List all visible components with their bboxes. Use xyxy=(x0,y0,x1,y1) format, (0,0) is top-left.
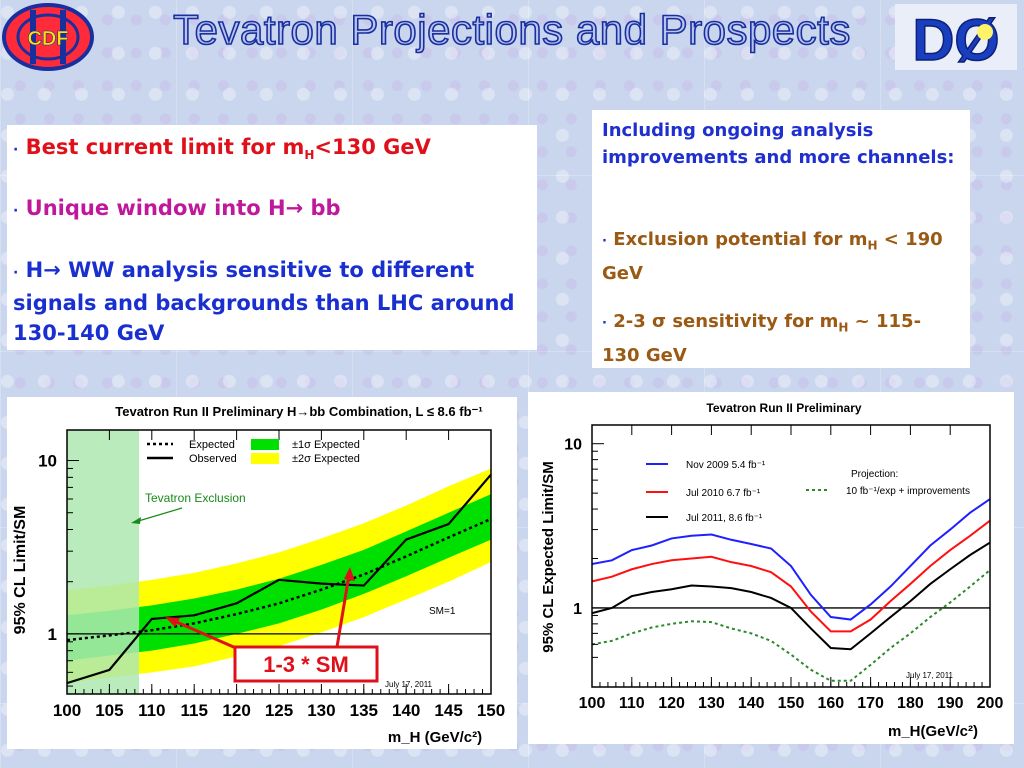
plot-area xyxy=(592,498,990,682)
d0-logo: DØ xyxy=(895,4,1017,72)
hww-text: H→ WW analysis sensitive to different si… xyxy=(13,258,515,345)
chart1-title: Tevatron Run II Preliminary H→bb Combina… xyxy=(115,404,482,419)
projection-line xyxy=(592,569,990,682)
x-tick-label: 200 xyxy=(977,695,1004,712)
chart1-ylabel: 95% CL Limit/SM xyxy=(12,506,29,635)
chart1-date: July 17, 2011 xyxy=(385,680,433,689)
sm-line-label: SM=1 xyxy=(429,606,456,617)
observed-line xyxy=(67,473,491,685)
expected-line xyxy=(67,517,491,642)
legend-1sigma-swatch xyxy=(251,439,279,450)
x-tick-label: 115 xyxy=(180,701,207,720)
y-tick-label: 1 xyxy=(48,625,57,644)
legend-projection-label: 10 fb⁻¹/exp + improvements xyxy=(846,486,970,497)
legend-1sigma-label: ±1σ Expected xyxy=(292,439,360,451)
x-tick-label: 125 xyxy=(265,701,293,720)
x-tick-label: 190 xyxy=(937,695,964,712)
x-tick-label: 180 xyxy=(897,695,924,712)
exclusion-annotation: Tevatron Exclusion xyxy=(145,491,246,505)
legend-jul2011-label: Jul 2011, 8.6 fb⁻¹ xyxy=(686,513,763,524)
bullet-hww: · H→ WW analysis sensitive to different … xyxy=(13,255,528,348)
right-text-box: Including ongoing analysis improvements … xyxy=(592,110,970,368)
legend-2sigma-label: ±2σ Expected xyxy=(292,453,360,465)
x-tick-label: 140 xyxy=(392,701,420,720)
callout-arrowhead-left xyxy=(165,617,180,627)
x-tick-label: 130 xyxy=(698,695,725,712)
bullet-sensitivity: · 2-3 σ sensitivity for mH ~ 115-130 GeV xyxy=(602,308,932,369)
page-title: Tevatron Projections and Prospects xyxy=(172,5,851,54)
legend-expected-label: Expected xyxy=(189,439,235,451)
expected-limit-svg: Tevatron Run II Preliminary 100 110 120 130… xyxy=(540,401,1004,740)
bullet-icon: · xyxy=(13,142,19,158)
chart2-xlabel: m_H(GeV/c²) xyxy=(888,723,978,740)
x-tick-label: 100 xyxy=(53,701,81,720)
bullet-icon: · xyxy=(602,316,607,331)
starburst-icon xyxy=(977,24,993,40)
chart2-ylabel: 95% CL Expected Limit/SM xyxy=(540,461,557,652)
sigma-symbol: σ xyxy=(652,311,667,332)
improvements-intro: Including ongoing analysis improvements … xyxy=(602,120,955,168)
y-tick-label: 10 xyxy=(38,452,57,471)
bullet-exclusion-potential: · Exclusion potential for mH < 190 GeV xyxy=(602,226,962,287)
x-tick-label: 100 xyxy=(579,695,606,712)
expected-limit-chart: Tevatron Run II Preliminary 100 110 120 130… xyxy=(528,392,1014,744)
x-tick-label: 170 xyxy=(857,695,884,712)
exclusion-arrow xyxy=(134,507,183,523)
x-tick-label: 105 xyxy=(95,701,123,720)
x-tick-label: 140 xyxy=(738,695,765,712)
legend-2sigma-swatch xyxy=(251,453,279,464)
best-limit-sub: H xyxy=(304,148,315,163)
legend-observed-label: Observed xyxy=(189,453,237,465)
bullet-unique-window: · Unique window into H→ bb xyxy=(13,193,341,226)
exclusion-sub: H xyxy=(867,238,878,253)
bullet-icon: · xyxy=(13,265,19,281)
d0-logo-text: DØ xyxy=(913,8,1000,72)
callout-arrowhead-right xyxy=(344,567,355,581)
projection-heading: Projection: xyxy=(851,469,898,480)
hbb-chart-svg: Tevatron Run II Preliminary H→bb Combina… xyxy=(12,404,505,746)
jul2011-line xyxy=(592,541,990,651)
cdf-logo-text: CDF xyxy=(27,28,68,50)
y-tick-label: 10 xyxy=(564,437,582,454)
bullet-icon: · xyxy=(13,203,19,219)
x-tick-label: 150 xyxy=(778,695,805,712)
exclusion-potential-text: Exclusion potential for m xyxy=(613,229,868,250)
callout-text: 1-3 * SM xyxy=(263,652,349,677)
bullet-best-limit: · Best current limit for mH<130 GeV xyxy=(13,132,431,170)
hbb-combination-chart: Tevatron Run II Preliminary H→bb Combina… xyxy=(7,397,517,749)
sensitivity-pre: 2-3 xyxy=(613,311,653,332)
best-limit-tail: <130 GeV xyxy=(314,135,431,159)
callout-arrow-left xyxy=(171,618,246,654)
exclusion-tail: < 190 GeV xyxy=(602,229,943,284)
callout-box xyxy=(233,645,379,683)
legend-jul2010-label: Jul 2010 6.7 fb⁻¹ xyxy=(686,488,761,499)
chart2-title: Tevatron Run II Preliminary xyxy=(706,401,861,415)
y-tick-label: 1 xyxy=(573,601,582,618)
exclusion-arrowhead xyxy=(131,517,141,524)
bullet-icon: · xyxy=(602,234,607,249)
jul2010-line xyxy=(592,519,990,633)
x-tick-label: 120 xyxy=(658,695,685,712)
x-tick-label: 110 xyxy=(138,701,165,720)
exclusion-region xyxy=(67,430,140,694)
chart1-xlabel: m_H (GeV/c²) xyxy=(388,729,482,746)
x-tick-label: 150 xyxy=(477,701,505,720)
best-limit-text: Best current limit for m xyxy=(25,135,305,159)
unique-window-text: Unique window into H→ bb xyxy=(25,196,341,220)
legend-nov2009-label: Nov 2009 5.4 fb⁻¹ xyxy=(686,460,766,471)
x-tick-label: 110 xyxy=(619,695,645,712)
nov2009-line xyxy=(592,498,990,621)
x-tick-label: 160 xyxy=(817,695,844,712)
x-tick-label: 130 xyxy=(307,701,335,720)
sensitivity-sub: H xyxy=(838,320,849,335)
sensitivity-post: sensitivity for m xyxy=(666,311,839,332)
x-tick-label: 145 xyxy=(434,701,462,720)
x-tick-label: 120 xyxy=(222,701,250,720)
callout-arrow-right xyxy=(335,574,351,648)
sensitivity-tail: ~ 115-130 GeV xyxy=(602,311,922,366)
cdf-logo: CDF xyxy=(2,3,94,71)
x-tick-label: 135 xyxy=(350,701,378,720)
left-text-box: · Best current limit for mH<130 GeV · Un… xyxy=(7,125,537,350)
chart2-date: July 17, 2011 xyxy=(906,671,954,680)
